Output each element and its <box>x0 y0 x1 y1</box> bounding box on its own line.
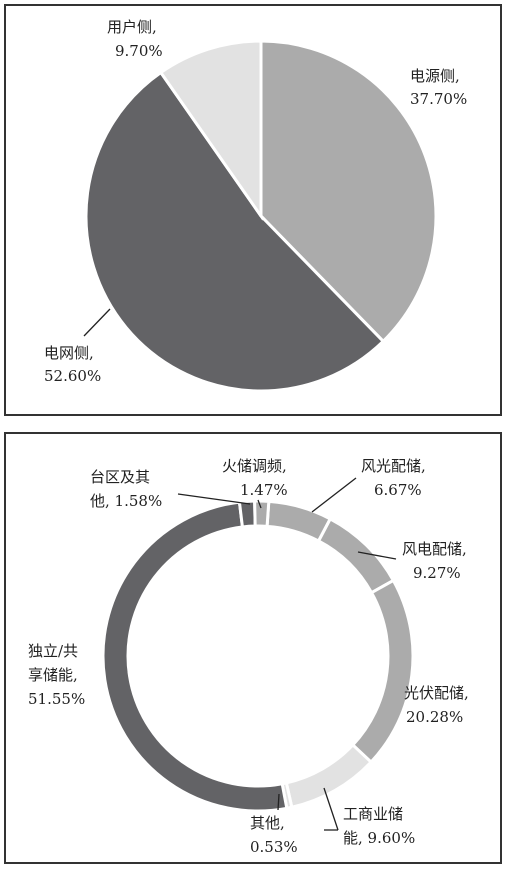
pie-slice-2 <box>158 39 263 221</box>
label-other: 其他, <box>250 814 285 832</box>
pie-slice-0 <box>259 39 438 344</box>
value-district-other: 1.58% <box>115 492 163 510</box>
donut-slice-6 <box>237 499 257 529</box>
label-district-other-line1: 台区及其 <box>90 468 150 486</box>
label-district-other-line2: 他, 1.58% <box>90 492 162 510</box>
donut-chart-svg: 风光配储, 6.67% 风电配储, 9.27% 光伏配储, 20.28% 工商业… <box>28 457 469 856</box>
donut-slice-5 <box>101 500 289 813</box>
value-wind-storage: 9.27% <box>413 564 461 582</box>
value-wind-solar-storage: 6.67% <box>374 481 422 499</box>
label-wind-solar-storage: 风光配储, <box>361 457 426 475</box>
label-thermal-fm: 火储调频, <box>222 457 287 475</box>
label-power-source: 电源侧, <box>410 67 460 85</box>
donut-slice-7 <box>253 499 271 528</box>
value-power-source: 37.70% <box>410 90 467 108</box>
donut-slice-3 <box>284 742 374 810</box>
value-grid-side: 52.60% <box>44 367 101 385</box>
label-ci-storage-line2: 能, 9.60% <box>343 829 415 847</box>
donut-slice-2 <box>350 578 415 765</box>
label-user-side: 用户侧, <box>107 18 157 36</box>
leader-line-wind-storage <box>357 551 397 560</box>
pie-chart-svg: 电源侧, 37.70% 电网侧, 52.60% 用户侧, 9.70% <box>44 18 467 393</box>
leader-line-district-other <box>177 493 251 505</box>
donut-slice-1 <box>316 516 396 595</box>
leader-line-grid-side <box>83 308 111 337</box>
value-independent-storage: 51.55% <box>28 690 85 708</box>
label-independent-storage-line1: 独立/共 <box>28 642 78 660</box>
value-thermal-fm: 1.47% <box>240 481 288 499</box>
leader-line-thermal-fm <box>257 499 262 509</box>
value-pv-storage: 20.28% <box>406 708 463 726</box>
label-ci-storage-line1: 工商业储 <box>343 805 403 823</box>
leader-line-wind-solar-storage <box>311 477 357 513</box>
value-other: 0.53% <box>250 838 298 856</box>
label-independent-storage-line2: 享储能, <box>28 666 78 684</box>
label-pv-storage: 光伏配储, <box>404 684 469 702</box>
top-pie-chart-panel: 电源侧, 37.70% 电网侧, 52.60% 用户侧, 9.70% <box>4 4 502 416</box>
bottom-donut-chart-panel: 风光配储, 6.67% 风电配储, 9.27% 光伏配储, 20.28% 工商业… <box>4 432 502 864</box>
value-ci-storage: 9.60% <box>368 829 416 847</box>
label-wind-storage: 风电配储, <box>402 540 467 558</box>
value-user-side: 9.70% <box>115 42 163 60</box>
leader-line-other <box>277 793 280 811</box>
leader-line-ci-storage <box>323 787 339 831</box>
label-grid-side: 电网侧, <box>44 344 94 362</box>
pie-slice-1 <box>84 70 386 393</box>
